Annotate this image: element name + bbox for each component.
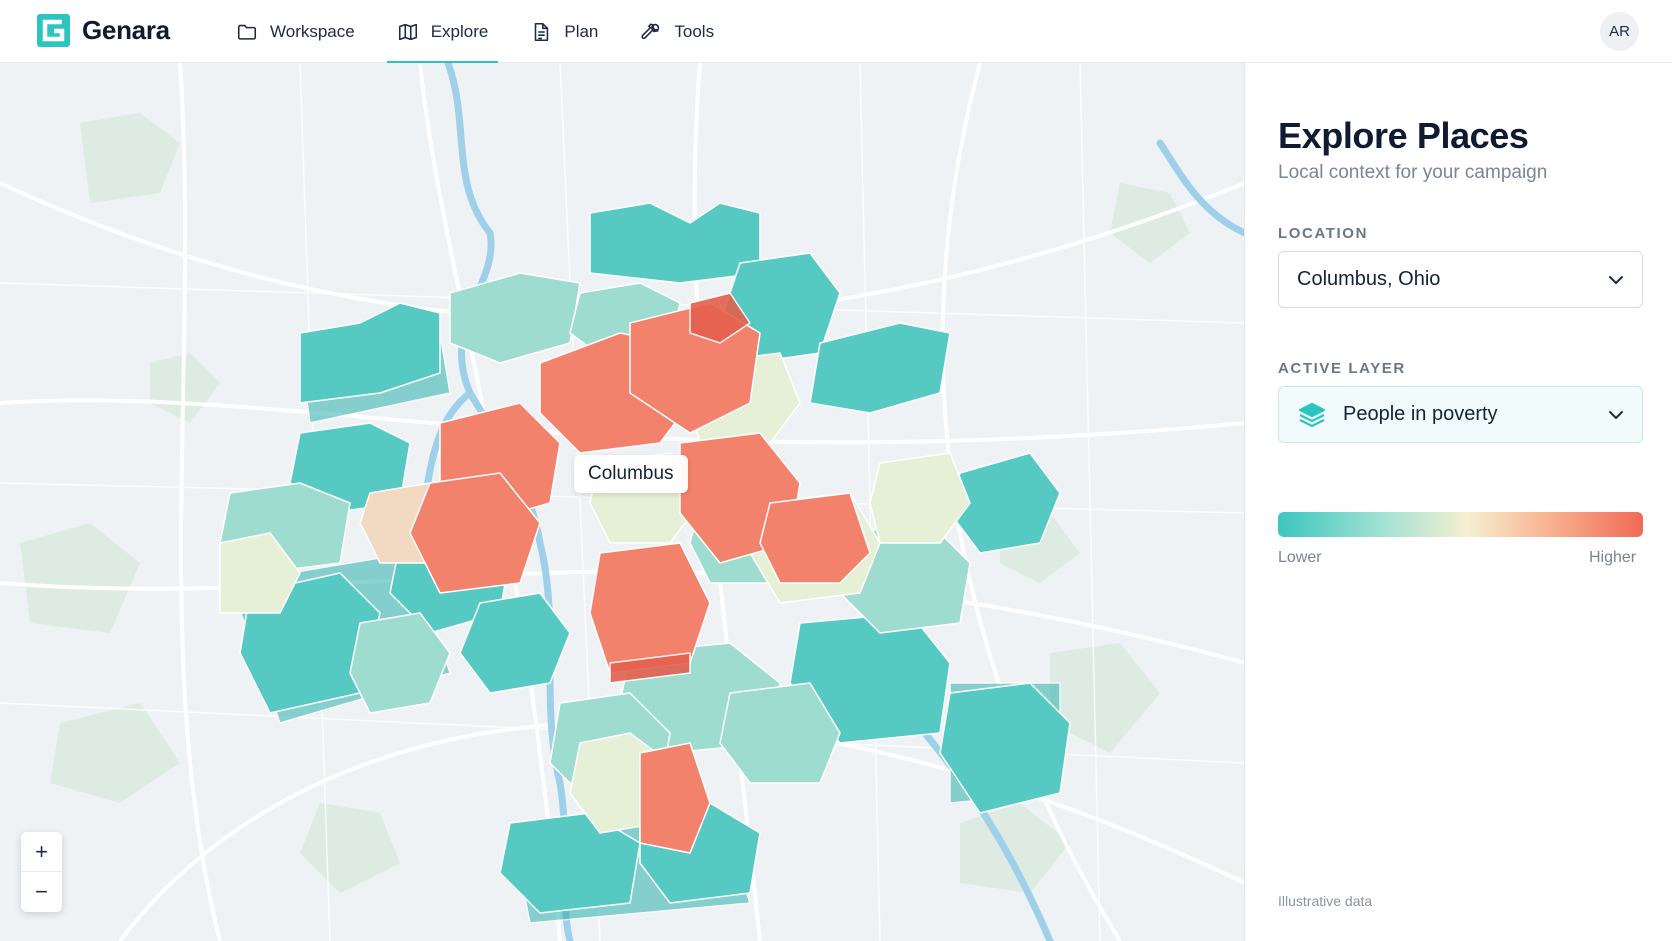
chevron-down-icon (1609, 276, 1623, 284)
panel-title: Explore Places (1278, 115, 1529, 156)
nav-workspace[interactable]: Workspace (226, 0, 365, 63)
active-layer-label: ACTIVE LAYER (1278, 360, 1406, 377)
legend-gradient (1278, 512, 1643, 537)
layers-icon (1298, 402, 1326, 427)
brand-name: Genara (82, 15, 170, 45)
legend-high-label: Higher (1589, 549, 1637, 566)
legend-low-label: Lower (1278, 549, 1322, 566)
active-layer-select[interactable]: People in poverty (1278, 386, 1643, 443)
brand[interactable]: Genara (37, 14, 170, 47)
map-icon (398, 23, 417, 40)
chevron-down-icon (1609, 411, 1623, 419)
nav-explore-label: Explore (430, 21, 489, 41)
explore-panel: Explore Places Local context for your ca… (1246, 63, 1672, 941)
document-icon (535, 22, 549, 41)
location-select[interactable]: Columbus, Ohio (1278, 251, 1643, 308)
map-view[interactable]: Columbus + − (0, 63, 1245, 941)
footnote: Illustrative data (1278, 893, 1373, 909)
active-layer-value: People in poverty (1343, 403, 1498, 425)
panel-subtitle: Local context for your campaign (1278, 162, 1548, 183)
main-nav: Workspace Explore Plan Tools (226, 0, 746, 64)
wrench-icon (641, 22, 660, 39)
genara-logo-icon (37, 14, 70, 47)
zoom-out-button[interactable]: − (35, 879, 48, 904)
nav-plan[interactable]: Plan (520, 0, 608, 63)
nav-tools-label: Tools (674, 21, 715, 41)
city-label: Columbus (574, 455, 688, 493)
nav-explore[interactable]: Explore (386, 0, 499, 64)
location-label: LOCATION (1278, 225, 1369, 242)
choropleth-map[interactable] (0, 63, 1245, 941)
nav-plan-label: Plan (564, 21, 599, 41)
nav-workspace-label: Workspace (270, 21, 355, 41)
user-avatar[interactable]: AR (1600, 12, 1639, 51)
zoom-controls: + − (21, 832, 62, 912)
zoom-in-button[interactable]: + (21, 832, 62, 872)
folder-icon (237, 24, 257, 40)
nav-tools[interactable]: Tools (630, 0, 724, 63)
top-bar: Genara Workspace Explore Plan (0, 0, 1672, 64)
region-blocks (219, 202, 1071, 924)
location-value: Columbus, Ohio (1297, 268, 1441, 290)
